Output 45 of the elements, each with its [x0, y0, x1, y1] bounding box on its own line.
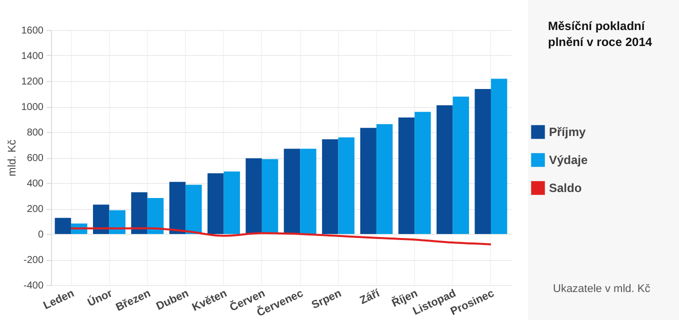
y-tick-label: 1000 — [21, 102, 44, 113]
y-tick-label: 800 — [26, 128, 44, 138]
legend-label: Výdaje — [549, 153, 588, 167]
bar — [474, 89, 491, 234]
bar — [262, 159, 278, 234]
y-tick-label: 400 — [26, 178, 44, 190]
y-tick-label: 0 — [38, 230, 44, 240]
x-tick-label: Leden — [42, 287, 76, 312]
bar — [338, 137, 354, 234]
bar — [452, 96, 470, 234]
bar — [92, 204, 110, 234]
bar — [398, 117, 415, 234]
y-tick-label: 1400 — [21, 51, 44, 62]
y-axis-title: mld. Kč — [6, 139, 18, 176]
bar — [284, 148, 300, 234]
bar — [376, 124, 393, 234]
bar — [436, 105, 453, 234]
x-tick-label: Únor — [86, 286, 115, 310]
bar — [300, 148, 316, 234]
text: Ukazatele v mld. Kč — [553, 283, 650, 295]
y-tick-label: 200 — [26, 204, 44, 215]
y-tick-label: 1200 — [21, 76, 44, 88]
bar — [186, 184, 202, 234]
bar — [224, 172, 240, 234]
bar — [147, 198, 164, 234]
bar — [169, 182, 186, 234]
legend-label: Saldo — [549, 181, 582, 195]
bar — [109, 210, 126, 234]
bar — [414, 112, 431, 234]
legend-label: Příjmy — [549, 125, 586, 139]
y-tick-label: -400 — [23, 280, 44, 292]
y-tick-label: 1600 — [21, 26, 44, 36]
x-tick-label: Září — [358, 287, 382, 307]
bar — [54, 218, 72, 234]
y-tick-label: 600 — [26, 153, 44, 164]
text: Měsíční pokladní plnění v roce 2014 — [548, 18, 654, 50]
bar — [131, 192, 148, 234]
bar — [208, 173, 224, 234]
bar — [360, 128, 376, 234]
bar — [490, 78, 508, 234]
bar — [246, 158, 262, 234]
line-series — [70, 227, 492, 246]
x-tick-label: Srpen — [310, 287, 344, 312]
bar — [322, 139, 338, 234]
y-tick-label: -200 — [23, 255, 44, 266]
